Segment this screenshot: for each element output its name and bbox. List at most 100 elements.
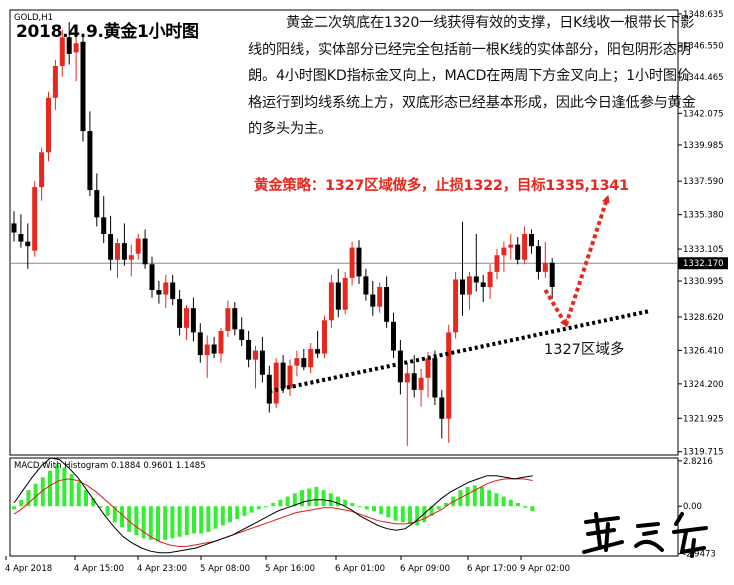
candle xyxy=(294,350,300,377)
candle xyxy=(453,271,459,339)
candle-body xyxy=(211,344,217,354)
candle-body xyxy=(391,321,396,351)
macd-histogram-bar xyxy=(98,506,103,508)
macd-main-line xyxy=(13,457,533,554)
candle-body xyxy=(315,349,321,354)
candle xyxy=(218,327,224,363)
candle xyxy=(94,173,100,227)
candle-body xyxy=(439,397,445,419)
macd-histogram-bar xyxy=(91,498,96,507)
price-tick-label: 1346.550 xyxy=(683,42,724,52)
macd-histogram-bar xyxy=(350,502,355,507)
candle xyxy=(480,274,486,303)
macd-histogram-bar xyxy=(33,483,38,507)
symbol-label: GOLD,H1 xyxy=(14,13,53,23)
candle-body xyxy=(453,279,459,333)
candle-body xyxy=(397,350,403,383)
macd-histogram-bar xyxy=(271,502,276,507)
candle-body xyxy=(294,358,300,366)
candle xyxy=(197,323,203,363)
macd-histogram-bar xyxy=(465,486,470,507)
time-tick-label: 5 Apr 16:00 xyxy=(265,564,315,574)
macd-histogram-bar xyxy=(292,493,297,507)
candle-body xyxy=(404,373,410,383)
candle xyxy=(508,234,514,260)
macd-signal-line xyxy=(13,478,533,547)
candle-body xyxy=(322,320,327,354)
candle xyxy=(135,234,141,260)
macd-histogram-bar xyxy=(415,506,420,526)
macd-histogram-bar xyxy=(328,493,333,507)
macd-histogram-bar xyxy=(163,506,168,540)
candle xyxy=(397,339,403,395)
candle-body xyxy=(342,277,348,310)
price-tick-label: 1337.590 xyxy=(683,177,724,187)
macd-histogram-bar xyxy=(278,499,283,507)
candle xyxy=(501,241,507,272)
strategy-text: 黄金策略：1327区域做多，止损1322，目标1335,1341 xyxy=(254,178,629,194)
candle-body xyxy=(80,41,86,132)
candle-body xyxy=(356,247,362,277)
macd-histogram-bar xyxy=(127,506,132,532)
macd-histogram-bar xyxy=(170,506,175,539)
candle xyxy=(46,91,51,162)
time-tick-label: 6 Apr 09:00 xyxy=(400,564,450,574)
candle xyxy=(115,238,120,278)
candle-body xyxy=(32,187,38,251)
candle-body xyxy=(529,234,534,247)
time-tick-label: 4 Apr 23:00 xyxy=(137,564,187,574)
macd-histogram-bar xyxy=(379,506,384,515)
candle xyxy=(80,34,86,142)
macd-histogram-bar xyxy=(300,490,304,507)
macd-histogram-bar xyxy=(523,506,528,508)
candle xyxy=(239,317,245,347)
macd-histogram-bar xyxy=(105,506,110,516)
candle xyxy=(225,300,231,337)
macd-histogram-bar xyxy=(393,506,398,521)
candle xyxy=(101,196,107,244)
candle-body xyxy=(259,350,265,375)
macd-histogram-bar xyxy=(530,506,535,512)
macd-histogram-bar xyxy=(343,499,348,507)
macd-histogram-bar xyxy=(206,506,211,532)
price-tick-label: 1324.200 xyxy=(683,380,724,390)
macd-histogram-bar xyxy=(364,506,369,510)
candle-body xyxy=(266,374,272,404)
candle-body xyxy=(253,350,258,360)
macd-histogram-bar xyxy=(84,490,88,507)
candle-body xyxy=(101,217,107,235)
macd-histogram-bar xyxy=(386,506,391,518)
macd-histogram-bar xyxy=(501,496,506,507)
macd-tick-label: 2.8216 xyxy=(683,457,713,467)
price-tick-label: 1321.925 xyxy=(683,414,724,424)
candle-body xyxy=(384,286,390,322)
candle xyxy=(204,335,210,378)
macd-histogram-bar xyxy=(242,506,247,516)
support-trendline xyxy=(268,309,650,394)
candle-body xyxy=(225,308,231,331)
candle-body xyxy=(466,276,472,295)
candle xyxy=(384,276,390,328)
candle-body xyxy=(11,223,17,233)
candle xyxy=(535,240,541,280)
macd-histogram-bar xyxy=(148,506,153,540)
macd-histogram-bar xyxy=(516,502,520,507)
candle-body xyxy=(66,37,72,54)
macd-histogram-bar xyxy=(264,506,268,508)
candle-body xyxy=(170,282,176,300)
candle-body xyxy=(73,43,79,53)
candle xyxy=(156,280,162,304)
macd-histogram-bar xyxy=(228,506,232,523)
macd-histogram-bar xyxy=(120,506,124,528)
candle xyxy=(177,290,183,336)
candle-body xyxy=(163,282,169,295)
candle-body xyxy=(328,282,334,321)
macd-histogram-bar xyxy=(408,506,412,524)
price-tick-label: 1348.635 xyxy=(683,10,724,20)
candle xyxy=(52,59,58,110)
candle-body xyxy=(308,349,314,368)
candle xyxy=(356,240,362,284)
macd-histogram-bar xyxy=(177,506,182,537)
candle xyxy=(363,268,369,301)
candle xyxy=(549,258,555,300)
